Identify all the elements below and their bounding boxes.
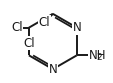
Text: N: N <box>72 21 80 34</box>
Text: NH: NH <box>88 49 106 62</box>
Text: Cl: Cl <box>11 21 22 34</box>
Text: 2: 2 <box>95 53 101 62</box>
Text: Cl: Cl <box>38 16 50 29</box>
Text: Cl: Cl <box>23 37 34 50</box>
Text: N: N <box>48 63 57 76</box>
